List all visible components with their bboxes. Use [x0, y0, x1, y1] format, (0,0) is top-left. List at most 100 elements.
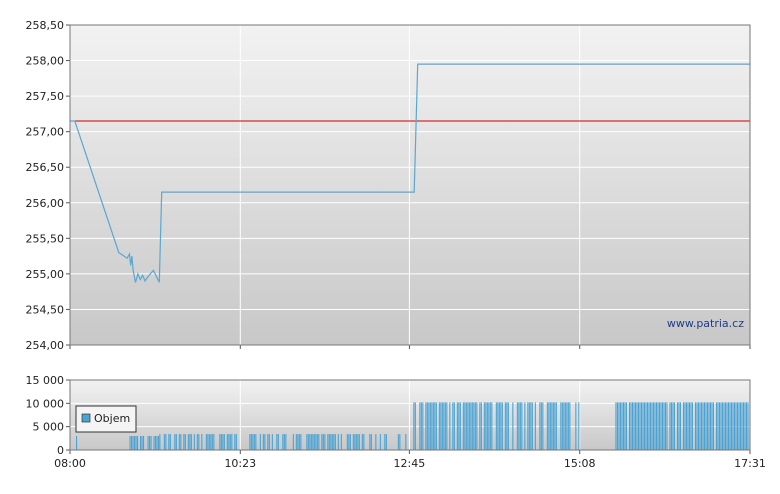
volume-bar — [687, 402, 689, 450]
volume-bar — [495, 402, 497, 450]
volume-bar — [480, 402, 482, 450]
volume-bar — [735, 402, 737, 450]
volume-bar — [688, 402, 690, 450]
volume-bar — [682, 402, 684, 450]
volume-bar — [669, 402, 671, 450]
volume-bar — [259, 434, 261, 450]
volume-y-tick-label: 5 000 — [33, 421, 65, 434]
volume-bar — [711, 402, 713, 450]
volume-bar — [405, 434, 407, 450]
price-y-tick-label: 254,00 — [26, 339, 65, 352]
volume-bar — [742, 402, 744, 450]
price-panel: 254,00 254,50 255,00 255,50 256,00 256,50 257,… — [26, 19, 751, 352]
volume-bar — [534, 402, 536, 450]
volume-bar — [467, 402, 469, 450]
volume-bar — [190, 434, 192, 450]
volume-bar — [370, 434, 372, 450]
volume-bar — [709, 402, 711, 450]
volume-bar — [640, 402, 642, 450]
x-tick-label: 10:23 — [224, 457, 256, 470]
volume-bar — [489, 402, 491, 450]
volume-bar — [397, 434, 399, 450]
volume-bar — [664, 402, 666, 450]
volume-bar — [153, 436, 155, 450]
price-y-tick-label: 255,00 — [26, 268, 65, 281]
volume-bar — [429, 402, 431, 450]
volume-bar — [531, 402, 533, 450]
volume-bar — [298, 434, 300, 450]
volume-bar — [434, 402, 436, 450]
volume-bar — [228, 434, 230, 450]
volume-bar — [530, 402, 532, 450]
volume-bar — [300, 434, 302, 450]
volume-bar — [458, 402, 460, 450]
volume-bar — [324, 434, 326, 450]
price-y-tick-label: 258,50 — [26, 19, 65, 32]
volume-bar — [309, 434, 311, 450]
volume-bar — [129, 436, 131, 450]
volume-bar — [452, 402, 454, 450]
volume-bar — [473, 402, 475, 450]
volume-bar — [733, 402, 735, 450]
volume-bar — [249, 434, 251, 450]
volume-bar — [621, 402, 623, 450]
volume-bar — [507, 402, 509, 450]
volume-bar — [444, 402, 446, 450]
volume-bar — [428, 402, 430, 450]
volume-bar — [349, 434, 351, 450]
volume-bar — [696, 402, 698, 450]
volume-bar — [211, 434, 213, 450]
volume-bar — [569, 402, 571, 450]
volume-bar — [137, 436, 139, 450]
volume-bar — [174, 434, 176, 450]
legend-label: Objem — [94, 412, 130, 425]
volume-bar — [255, 434, 257, 450]
price-y-tick-label: 256,50 — [26, 161, 65, 174]
volume-bar — [313, 434, 315, 450]
volume-bar — [420, 402, 422, 450]
volume-bar — [618, 402, 620, 450]
volume-bar — [634, 402, 636, 450]
volume-bar — [220, 434, 222, 450]
volume-bar — [624, 402, 626, 450]
volume-bar — [539, 402, 541, 450]
volume-bar — [563, 402, 565, 450]
volume-bar — [524, 402, 526, 450]
volume-bar — [706, 402, 708, 450]
volume-bar — [169, 434, 171, 450]
price-y-tick-label: 258,00 — [26, 55, 65, 68]
volume-bar — [327, 434, 329, 450]
volume-bar — [267, 434, 269, 450]
volume-bar — [500, 402, 502, 450]
volume-bar — [724, 402, 726, 450]
volume-bar — [485, 402, 487, 450]
volume-bar — [422, 402, 424, 450]
volume-bar — [498, 402, 500, 450]
volume-bar — [470, 402, 472, 450]
volume-bar — [322, 434, 324, 450]
x-tick-label: 17:31 — [734, 457, 766, 470]
volume-bar — [622, 402, 624, 450]
volume-bar — [168, 434, 170, 450]
volume-bar — [189, 434, 191, 450]
volume-bar — [369, 434, 371, 450]
volume-bar — [552, 402, 554, 450]
volume-bar — [375, 434, 377, 450]
volume-bar — [355, 434, 357, 450]
volume-bar — [555, 402, 557, 450]
legend-swatch — [81, 413, 91, 423]
volume-bar — [282, 434, 284, 450]
volume-bar — [658, 402, 660, 450]
volume-bar — [253, 434, 255, 450]
volume-bar — [310, 434, 312, 450]
volume-bar — [459, 402, 461, 450]
volume-bar — [178, 434, 180, 450]
volume-bar — [678, 402, 680, 450]
volume-bar — [516, 402, 518, 450]
volume-bar — [354, 434, 356, 450]
volume-bar — [141, 436, 143, 450]
volume-bar — [385, 434, 387, 450]
volume-bar — [654, 402, 656, 450]
